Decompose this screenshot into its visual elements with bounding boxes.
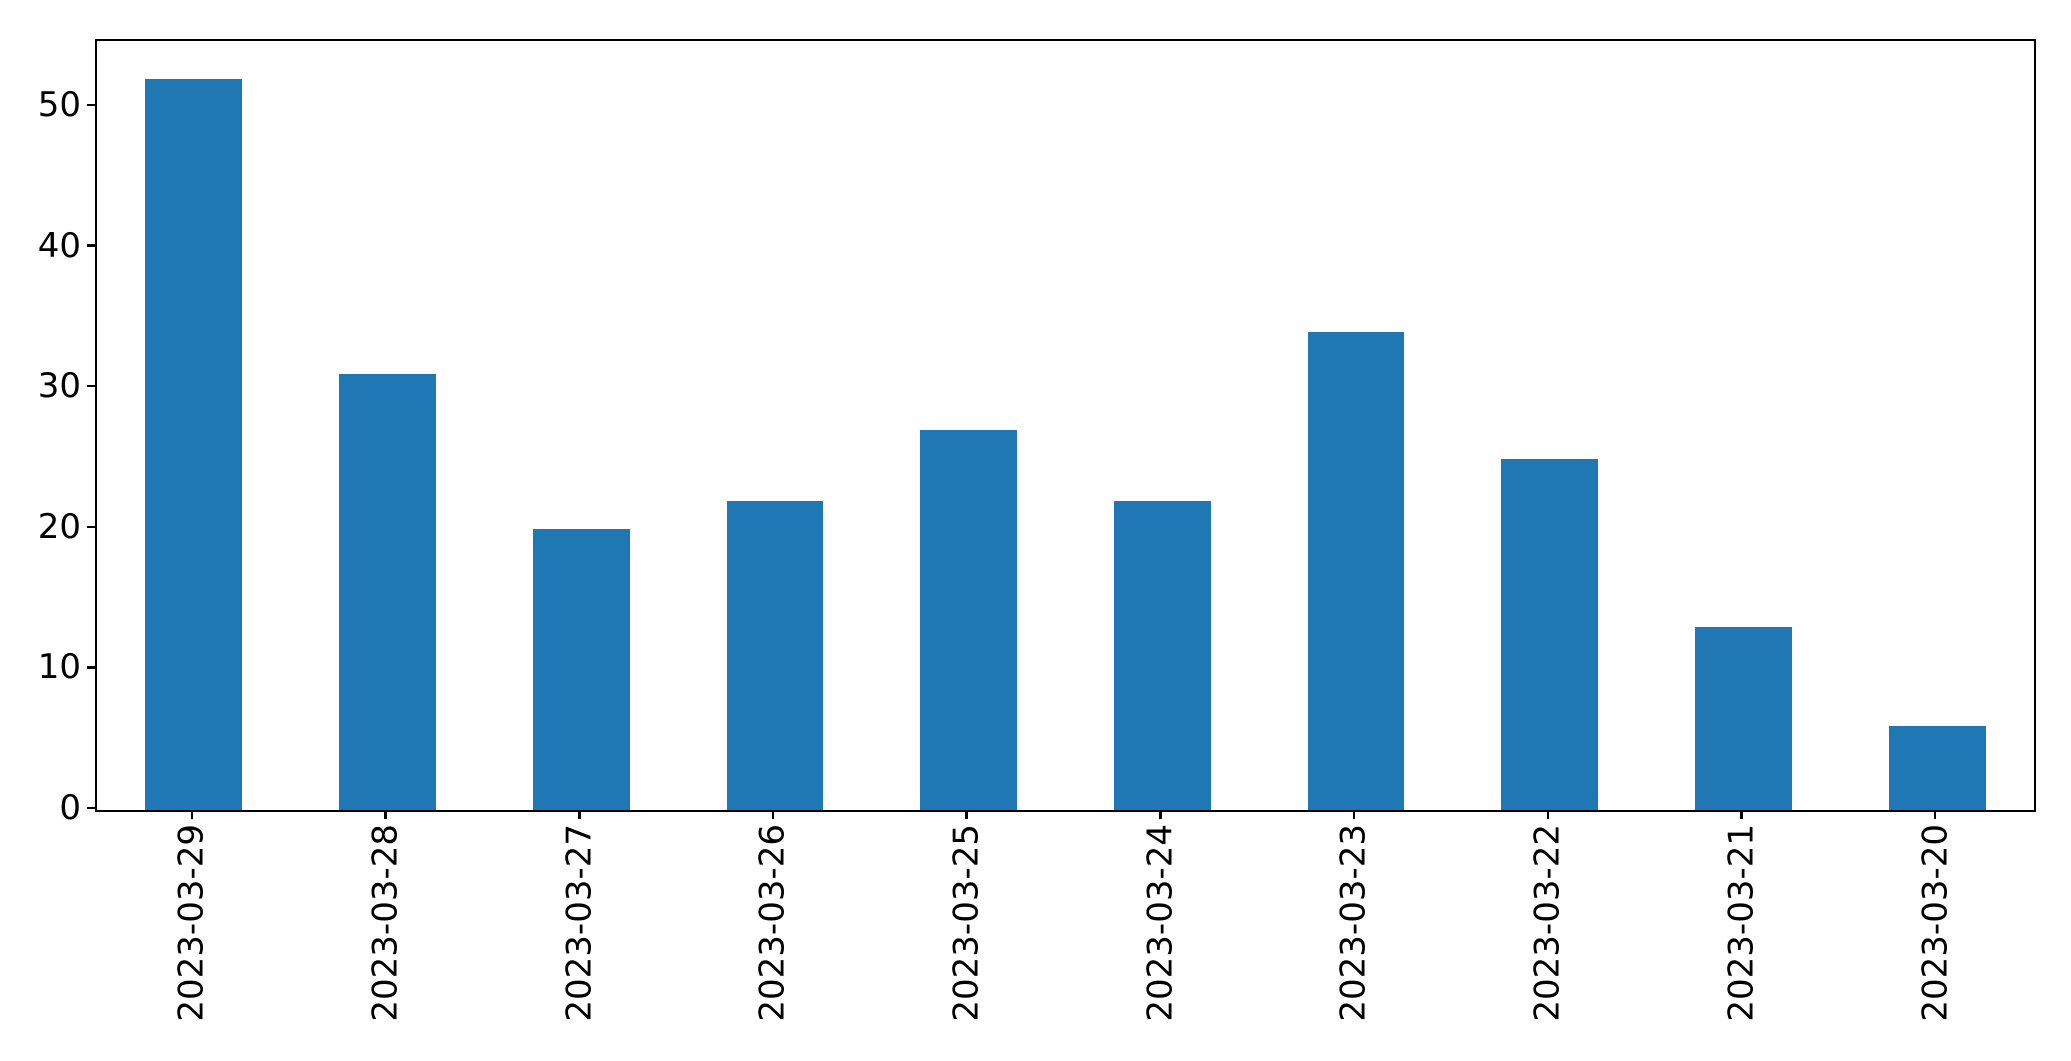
bar [1113, 500, 1211, 810]
x-tick-label: 2023-03-28 [365, 824, 406, 1022]
x-tick-mark [1546, 810, 1549, 819]
bar [1307, 332, 1405, 810]
y-tick-label: 10 [37, 647, 81, 688]
y-tick-label: 50 [37, 85, 81, 126]
bar [1888, 725, 1986, 810]
x-tick-mark [965, 810, 968, 819]
x-tick-mark [1740, 810, 1743, 819]
bar [1695, 627, 1792, 810]
bar [339, 374, 436, 810]
x-tick-mark [771, 810, 775, 819]
x-tick-mark [1933, 810, 1937, 819]
x-tick-label: 2023-03-22 [1527, 824, 1568, 1022]
y-tick-mark [87, 384, 95, 388]
x-tick-mark [384, 810, 387, 819]
x-tick-label: 2023-03-20 [1915, 824, 1956, 1022]
y-tick-mark [87, 806, 95, 810]
x-tick-label: 2023-03-24 [1140, 824, 1181, 1022]
plot-area [95, 39, 2036, 812]
bar [532, 528, 630, 810]
y-tick-mark [87, 666, 95, 669]
y-tick-mark [87, 244, 95, 247]
bar [1501, 458, 1599, 810]
bar [145, 78, 243, 810]
x-tick-label: 2023-03-29 [171, 824, 212, 1022]
x-tick-label: 2023-03-26 [752, 824, 793, 1022]
x-tick-label: 2023-03-25 [946, 824, 987, 1022]
x-tick-label: 2023-03-27 [559, 824, 600, 1022]
y-tick-label: 0 [59, 788, 81, 828]
bar [920, 430, 1018, 810]
x-tick-mark [578, 810, 581, 819]
y-tick-label: 20 [37, 506, 81, 547]
y-tick-mark [87, 103, 95, 107]
x-tick-label: 2023-03-21 [1721, 824, 1762, 1022]
bar [726, 500, 824, 810]
x-tick-label: 2023-03-23 [1334, 824, 1375, 1022]
y-tick-label: 30 [37, 366, 81, 407]
x-tick-mark [1352, 810, 1356, 819]
x-tick-mark [1159, 810, 1162, 819]
x-tick-mark [190, 810, 194, 819]
y-tick-label: 40 [37, 225, 81, 266]
y-tick-mark [87, 525, 95, 529]
